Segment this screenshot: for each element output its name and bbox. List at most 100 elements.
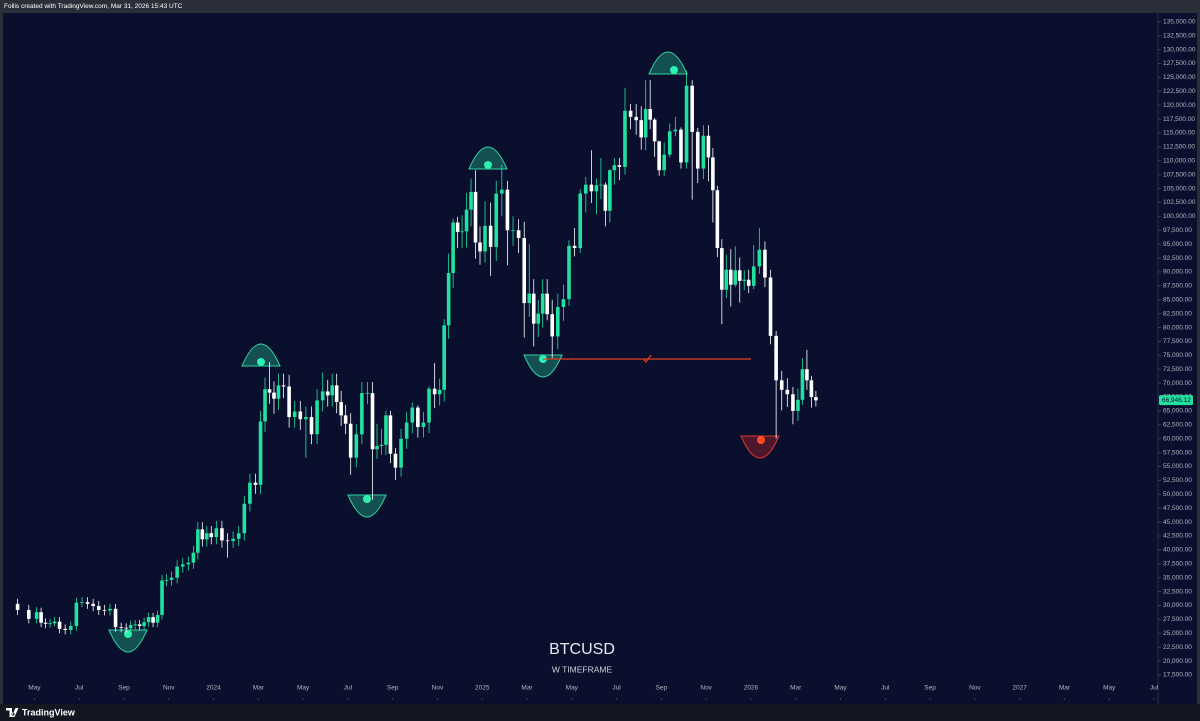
candle-body — [339, 402, 343, 416]
y-tick-label: 47,500.00 — [1163, 505, 1192, 512]
y-tick-label: 60,000.00 — [1163, 435, 1192, 442]
candle-body — [421, 422, 426, 428]
candle-body — [768, 277, 773, 336]
x-tick-label: 2026 — [744, 685, 759, 692]
candle-body — [695, 131, 700, 169]
candle-body — [451, 222, 455, 274]
x-tick-label: May — [834, 685, 847, 692]
candle-body — [648, 109, 652, 120]
candle-body — [728, 269, 733, 285]
candle-body — [483, 225, 487, 252]
candle-body — [200, 529, 205, 540]
candle-body — [330, 385, 335, 396]
y-tick-label: 72,500.00 — [1163, 366, 1192, 373]
y-tick-label: 132,500.00 — [1163, 32, 1196, 39]
last-price-tag — [1159, 395, 1193, 406]
candle-body — [57, 621, 62, 629]
top-marker — [241, 343, 281, 367]
candle-body — [225, 540, 230, 542]
candle-body — [791, 394, 795, 411]
candle-body — [180, 564, 185, 567]
top-dot — [670, 66, 678, 74]
y-tick-label: 37,500.00 — [1163, 561, 1192, 568]
candle-body — [292, 411, 297, 418]
candle-body — [393, 453, 398, 468]
candle-body — [446, 273, 451, 326]
candle-body — [388, 415, 393, 454]
candle-body — [464, 209, 469, 232]
candle-body — [599, 184, 603, 186]
candle-body — [545, 293, 549, 315]
candle-body — [639, 120, 644, 138]
x-tick-label: Jul — [75, 685, 84, 692]
candle-body — [52, 621, 57, 624]
candle-body — [186, 562, 191, 565]
candle-body — [690, 85, 694, 132]
candle-body — [242, 503, 247, 534]
y-tick-label: 52,500.00 — [1163, 477, 1192, 484]
top-dot — [484, 161, 492, 169]
candle-body — [733, 270, 738, 285]
y-tick-label: 95,000.00 — [1163, 241, 1192, 248]
x-tick-label: Jul — [344, 685, 353, 692]
x-tick-label: Jul — [612, 685, 621, 692]
candle-body — [15, 603, 20, 610]
candle-body — [360, 393, 364, 435]
y-tick-label: 90,000.00 — [1163, 269, 1192, 276]
candle-body — [701, 135, 706, 169]
x-tick-label: May — [297, 685, 310, 692]
candle-body — [785, 389, 790, 395]
candle-body — [561, 299, 566, 307]
candle-body — [304, 417, 308, 420]
x-tick-label: May — [566, 685, 579, 692]
candle-body — [711, 157, 715, 191]
y-tick-label: 57,500.00 — [1163, 449, 1192, 456]
candle-body — [706, 135, 711, 158]
candle-body — [80, 602, 84, 603]
candle-body — [272, 392, 276, 399]
candle-body — [720, 248, 724, 290]
bottom-marker — [523, 354, 563, 378]
candle-body — [522, 238, 527, 304]
candle-body — [578, 193, 583, 249]
candle-body — [612, 165, 617, 171]
candle-body — [657, 141, 661, 171]
y-tick-label: 105,000.00 — [1163, 185, 1196, 192]
candle-body — [96, 606, 101, 610]
y-tick-label: 65,000.00 — [1163, 408, 1192, 415]
candle-body — [796, 399, 800, 411]
y-tick-label: 112,500.00 — [1163, 144, 1195, 151]
x-tick-label: Sep — [387, 685, 399, 692]
y-tick-label: 87,500.00 — [1163, 283, 1192, 290]
candle-body — [567, 245, 571, 300]
candle-body — [469, 191, 473, 210]
candle-body — [196, 529, 200, 553]
y-tick-label: 70,000.00 — [1163, 380, 1192, 387]
candle-body — [146, 617, 151, 623]
candle-body — [298, 411, 303, 420]
bottom-dot — [363, 495, 371, 503]
y-tick-label: 35,000.00 — [1163, 574, 1192, 581]
y-tick-label: 77,500.00 — [1163, 338, 1192, 345]
x-tick-label: May — [1103, 685, 1116, 692]
candle-body — [500, 189, 504, 194]
candle-body — [248, 482, 252, 504]
candle-body — [209, 533, 214, 538]
last-price-label: 66,946.12 — [1162, 397, 1191, 404]
chart-title: BTCUSD — [549, 641, 615, 658]
candle-body — [220, 528, 224, 541]
candle-body — [155, 614, 160, 623]
y-tick-label: 102,500.00 — [1163, 199, 1196, 206]
candle-body — [536, 313, 541, 324]
candle-body — [774, 335, 778, 381]
candle-body — [572, 245, 577, 249]
candle-body — [343, 415, 348, 424]
candle-body — [679, 129, 683, 163]
x-tick-label: Nov — [700, 685, 712, 692]
candle-body — [370, 393, 375, 450]
candle-body — [399, 438, 403, 468]
x-tick-label: May — [28, 685, 41, 692]
y-tick-label: 135,000.00 — [1163, 19, 1196, 26]
candle-body — [85, 602, 90, 604]
candle-body — [589, 184, 594, 192]
